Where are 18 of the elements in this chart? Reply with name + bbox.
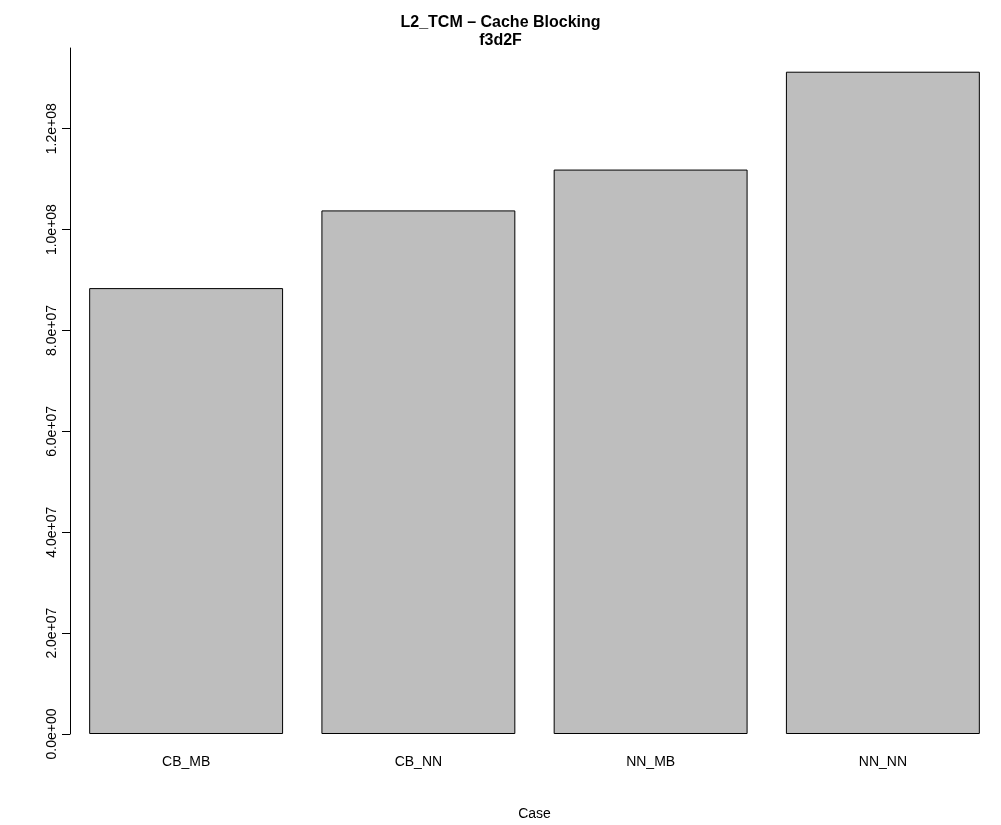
x-tick-label: NN_MB	[626, 753, 676, 769]
chart-title: L2_TCM – Cache Blocking	[400, 12, 601, 30]
bar	[553, 169, 748, 734]
y-tick-label: 0.0e+00	[43, 708, 59, 760]
y-tick-label: 1.2e+08	[43, 103, 59, 155]
chart-subtitle: f3d2F	[479, 30, 523, 48]
y-tick-label: 4.0e+07	[43, 506, 59, 558]
x-axis-title: Case	[518, 805, 552, 821]
y-tick-label: 6.0e+07	[43, 405, 59, 457]
x-tick-label: NN_NN	[858, 753, 907, 769]
y-tick-label: 8.0e+07	[43, 304, 59, 356]
x-tick-label: CB_NN	[394, 753, 443, 769]
bar	[321, 210, 516, 734]
bar	[89, 288, 284, 734]
bar	[785, 71, 980, 734]
x-tick-label: CB_MB	[162, 753, 211, 769]
y-tick-label: 1.0e+08	[43, 203, 59, 256]
y-tick-label: 2.0e+07	[43, 607, 59, 659]
